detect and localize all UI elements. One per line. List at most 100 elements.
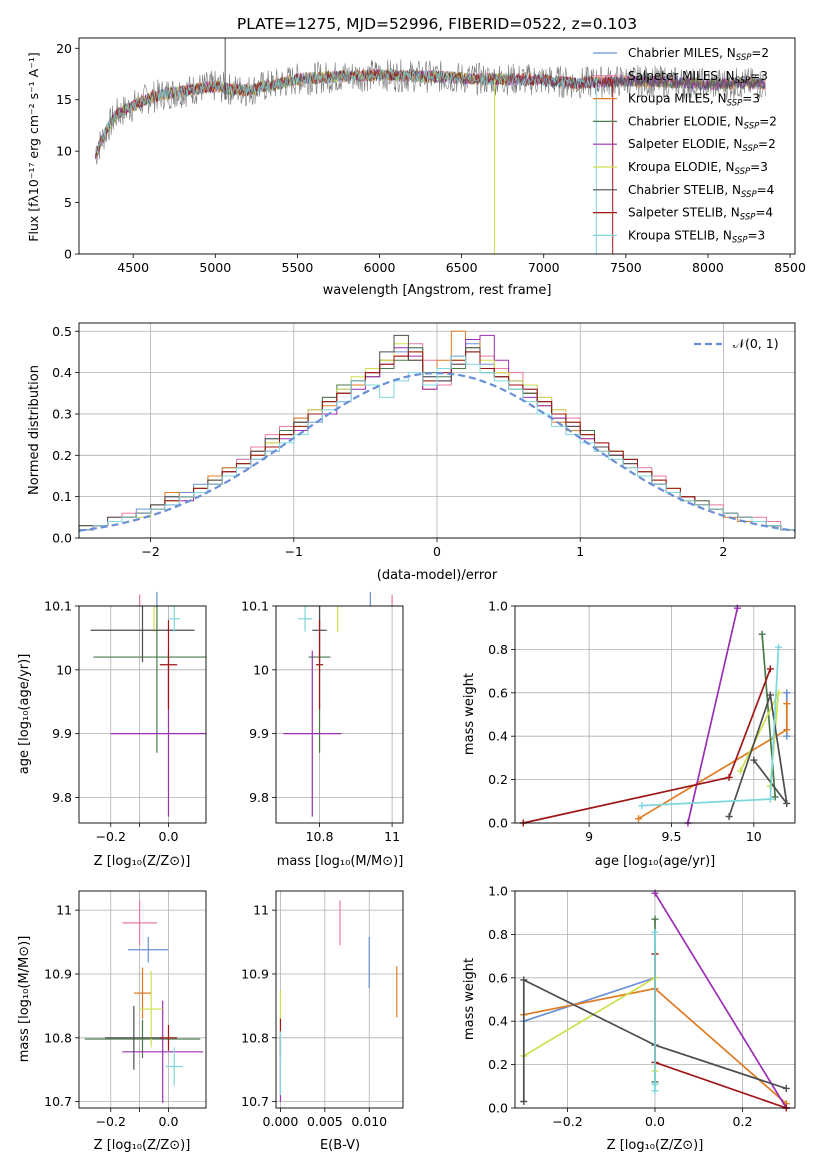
weight-vs-age-ylabel: mass weight bbox=[462, 673, 477, 755]
y-tick-label: 0.0 bbox=[52, 531, 72, 546]
weight-marker-chabrier_stelib bbox=[766, 691, 774, 699]
y-tick-label: 0.8 bbox=[488, 642, 508, 657]
x-tick-label: −0.2 bbox=[552, 1114, 582, 1129]
x-tick-label: −1 bbox=[285, 544, 303, 559]
x-tick-label: 6000 bbox=[364, 260, 396, 275]
weight-vs-z-ylabel: mass weight bbox=[462, 958, 477, 1040]
x-tick-label: 10 bbox=[746, 829, 762, 844]
legend-gaussian-label: 𝒩(0, 1) bbox=[733, 336, 779, 351]
y-tick-label: 15 bbox=[56, 92, 72, 107]
x-tick-label: −0.2 bbox=[96, 1114, 126, 1129]
legend-label-kroupa_elodie: Kroupa ELODIE, NSSP=3 bbox=[628, 160, 768, 177]
y-tick-label: 10.9 bbox=[241, 966, 269, 981]
gaussian-curve bbox=[78, 371, 796, 532]
y-tick-label: 11 bbox=[253, 903, 269, 918]
weight-marker-kroupa_elodie bbox=[737, 767, 745, 775]
y-tick-label: 10 bbox=[56, 144, 72, 159]
weight-marker-kroupa_miles bbox=[783, 726, 791, 734]
weight-line-salpeter_elodie bbox=[654, 892, 788, 1109]
y-tick-label: 0.0 bbox=[488, 816, 508, 831]
spectrum-model-salpeter_elodie bbox=[95, 68, 766, 158]
y-tick-label: 9.9 bbox=[52, 726, 72, 741]
axes-frame bbox=[275, 605, 404, 824]
histogram-kroupa_stelib bbox=[78, 355, 795, 538]
weight-marker-chabrier_stelib bbox=[520, 976, 528, 984]
axes-frame bbox=[275, 890, 404, 1109]
x-tick-label: 0.2 bbox=[733, 1114, 753, 1129]
legend-label-chabrier_stelib: Chabrier STELIB, NSSP=4 bbox=[628, 183, 774, 200]
y-tick-label: 0 bbox=[64, 247, 72, 262]
y-tick-label: 9.8 bbox=[52, 790, 72, 805]
weight-marker-chabrier_stelib bbox=[750, 756, 758, 764]
legend-label-salpeter_miles: Salpeter MILES, NSSP=3 bbox=[628, 69, 768, 86]
weight-marker-kroupa_miles bbox=[635, 815, 643, 823]
weight-line-chabrier_elodie bbox=[761, 634, 777, 798]
axes-frame bbox=[78, 37, 796, 255]
x-tick-label: −0.2 bbox=[96, 829, 126, 844]
weight-vs-age-panel: 9 9.5 10 0.0 0.2 0.4 0.6 0.8 1.0 age [log₁₀(age/… bbox=[462, 599, 796, 869]
y-tick-label: 10.9 bbox=[44, 966, 72, 981]
x-tick-label: −2 bbox=[141, 544, 159, 559]
age-vs-mass-panel: 10.8 11 9.8 9.9 10 10.1 mass [log₁₀(M/M⊙)] bbox=[241, 591, 404, 869]
y-tick-label: 5 bbox=[64, 195, 72, 210]
y-tick-label: 0.2 bbox=[488, 1057, 508, 1072]
weight-marker-kroupa_stelib bbox=[775, 643, 783, 651]
weight-marker-kroupa_stelib bbox=[651, 1080, 659, 1088]
weight-vs-age-xlabel: age [log₁₀(age/yr)] bbox=[595, 854, 716, 869]
x-tick-label: 5000 bbox=[199, 260, 231, 275]
weight-line-chabrier_miles bbox=[523, 976, 656, 1023]
x-tick-label: 1 bbox=[576, 544, 584, 559]
weight-marker-chabrier_elodie bbox=[771, 793, 779, 801]
y-tick-label: 0.0 bbox=[488, 1101, 508, 1116]
y-tick-label: 10.1 bbox=[44, 599, 72, 614]
weight-marker-kroupa_stelib bbox=[766, 795, 774, 803]
mass-vs-ebv-xlabel: E(B-V) bbox=[320, 1138, 360, 1153]
spectrum-xlabel: wavelength [Angstrom, rest frame] bbox=[323, 283, 552, 298]
y-tick-label: 0.5 bbox=[52, 324, 72, 339]
y-tick-label: 0.4 bbox=[488, 1014, 508, 1029]
axes-frame bbox=[514, 605, 796, 824]
weight-marker-kroupa_stelib bbox=[638, 802, 646, 810]
age-vs-z-ylabel: age [log₁₀(age/yr)] bbox=[17, 654, 32, 775]
x-tick-label: 4500 bbox=[117, 260, 149, 275]
x-tick-label: 0.010 bbox=[351, 1114, 387, 1129]
weight-marker-chabrier_miles bbox=[783, 689, 791, 697]
y-tick-label: 10.7 bbox=[241, 1094, 269, 1109]
y-tick-label: 10.1 bbox=[241, 599, 269, 614]
mass-vs-ebv-panel: 0.000 0.005 0.010 10.7 10.8 10.9 11 E(B-V) bbox=[241, 890, 404, 1153]
x-tick-label: 0.0 bbox=[159, 829, 179, 844]
y-tick-label: 11 bbox=[56, 903, 72, 918]
y-tick-label: 10.8 bbox=[241, 1030, 269, 1045]
y-tick-label: 0.8 bbox=[488, 927, 508, 942]
legend-label-chabrier_miles: Chabrier MILES, NSSP=2 bbox=[628, 46, 769, 63]
spectrum-data-trace bbox=[95, 59, 766, 165]
weight-line-salpeter_elodie bbox=[687, 608, 739, 824]
y-tick-label: 0.2 bbox=[488, 772, 508, 787]
weight-marker-kroupa_stelib bbox=[651, 1087, 659, 1095]
legend-label-chabrier_elodie: Chabrier ELODIE, NSSP=2 bbox=[628, 114, 777, 131]
weight-line-chabrier_stelib bbox=[522, 978, 787, 1102]
y-tick-label: 9.9 bbox=[249, 726, 269, 741]
y-tick-label: 10.7 bbox=[44, 1094, 72, 1109]
y-tick-label: 0.4 bbox=[52, 365, 72, 380]
mass-vs-z-xlabel: Z [log₁₀(Z/Z⊙)] bbox=[94, 1138, 191, 1153]
x-tick-label: 9.5 bbox=[662, 829, 682, 844]
mass-vs-metallicity-panel: −0.2 0.0 10.7 10.8 10.9 11 Z [log₁₀(Z/Z⊙)] ma… bbox=[17, 890, 207, 1153]
residuals-xlabel: (data-model)/error bbox=[377, 568, 498, 583]
age-vs-metallicity-panel: −0.2 0.0 9.8 9.9 10 10.1 Z [log₁₀(Z/Z⊙)] age … bbox=[17, 591, 207, 869]
axes-frame bbox=[78, 322, 796, 539]
x-tick-label: 7500 bbox=[610, 260, 642, 275]
y-tick-label: 0.4 bbox=[488, 729, 508, 744]
y-tick-label: 0.6 bbox=[488, 970, 508, 985]
y-tick-label: 10.8 bbox=[44, 1030, 72, 1045]
residuals-panel: −2 −1 0 1 2 0.0 0.1 0.2 0.3 0.4 0.5 (data-model)/e… bbox=[27, 322, 796, 583]
y-tick-label: 0.6 bbox=[488, 685, 508, 700]
x-tick-label: 9 bbox=[585, 829, 593, 844]
y-tick-label: 0.3 bbox=[52, 406, 72, 421]
legend-label-kroupa_stelib: Kroupa STELIB, NSSP=3 bbox=[628, 228, 765, 245]
residuals-ylabel: Normed distribution bbox=[27, 365, 42, 495]
weight-line-chabrier_stelib bbox=[728, 694, 788, 817]
weight-marker-salpeter_stelib bbox=[766, 665, 774, 673]
spectrum-panel: PLATE=1275, MJD=52996, FIBERID=0522, z=0… bbox=[56, 15, 806, 298]
